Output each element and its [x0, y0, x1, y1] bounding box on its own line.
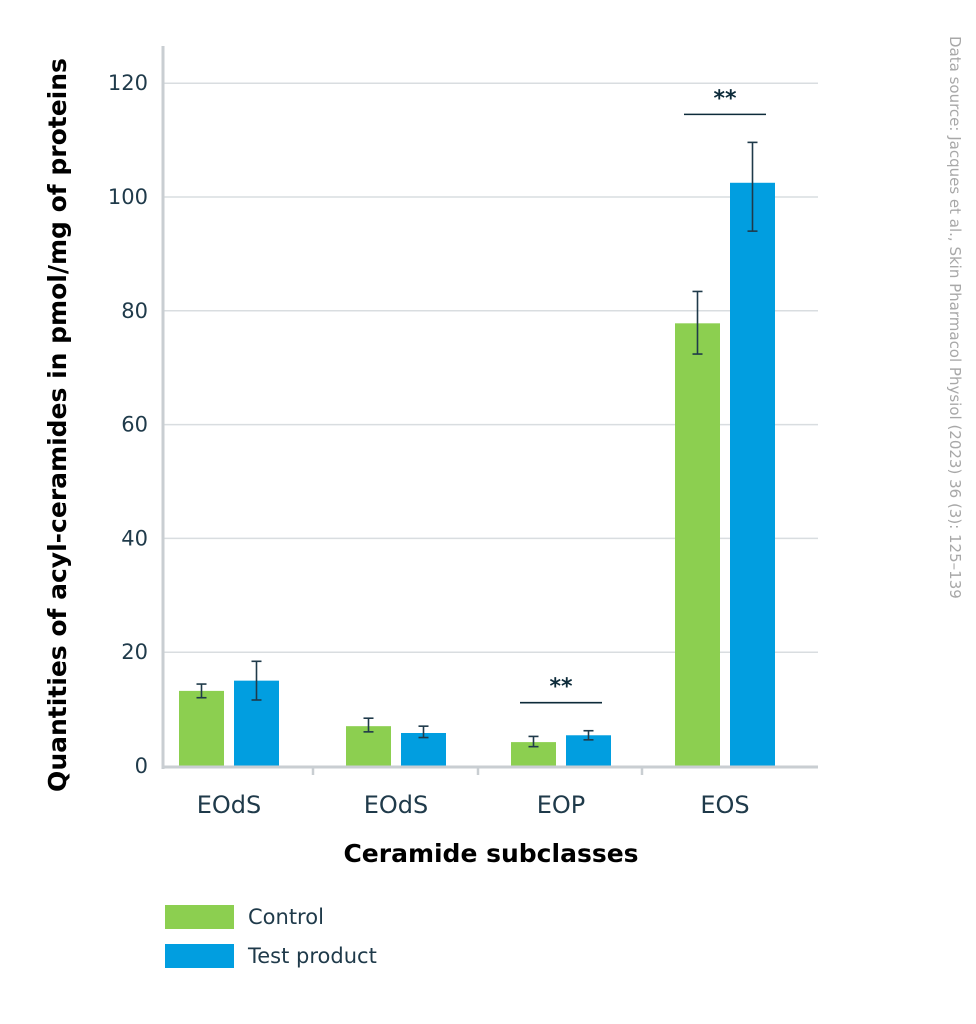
significance-markers: ** ** [520, 86, 766, 704]
x-tick-label: EOdS [364, 791, 429, 819]
y-tick-label: 0 [135, 754, 148, 778]
significance-label: ** [549, 675, 573, 700]
bar-control [511, 742, 556, 766]
bar-control [346, 726, 391, 766]
y-tick-label: 100 [108, 185, 148, 209]
bar-test-product [730, 182, 775, 766]
bar-test-product [401, 732, 446, 766]
significance-label: ** [713, 86, 737, 111]
y-tick-label: 40 [121, 526, 148, 550]
y-tick-labels: 0 20 40 60 80 100 120 [108, 71, 148, 778]
legend-label: Control [248, 905, 324, 929]
x-tick-label: EOS [700, 791, 749, 819]
legend-swatch-test-product [165, 944, 234, 968]
y-tick-label: 20 [121, 640, 148, 664]
source-note: Data source: Jacques et al., Skin Pharma… [946, 36, 964, 599]
legend-swatch-control [165, 905, 234, 929]
x-tick-label: EOdS [197, 791, 262, 819]
y-tick-label: 60 [121, 413, 148, 437]
y-tick-label: 80 [121, 299, 148, 323]
y-tick-label: 120 [108, 71, 148, 95]
error-bars [196, 141, 758, 748]
bar-control [179, 690, 224, 766]
x-axis-title: Ceramide subclasses [343, 839, 638, 868]
bar-control [675, 323, 720, 766]
x-tick-labels: EOdS EOdS EOP EOS [197, 791, 750, 819]
legend-label: Test product [247, 944, 377, 968]
y-axis-title: Quantities of acyl-ceramides in pmol/mg … [43, 58, 72, 792]
legend: Control Test product [165, 905, 377, 968]
x-tick-label: EOP [537, 791, 586, 819]
bars [179, 182, 775, 766]
axes [161, 46, 818, 775]
